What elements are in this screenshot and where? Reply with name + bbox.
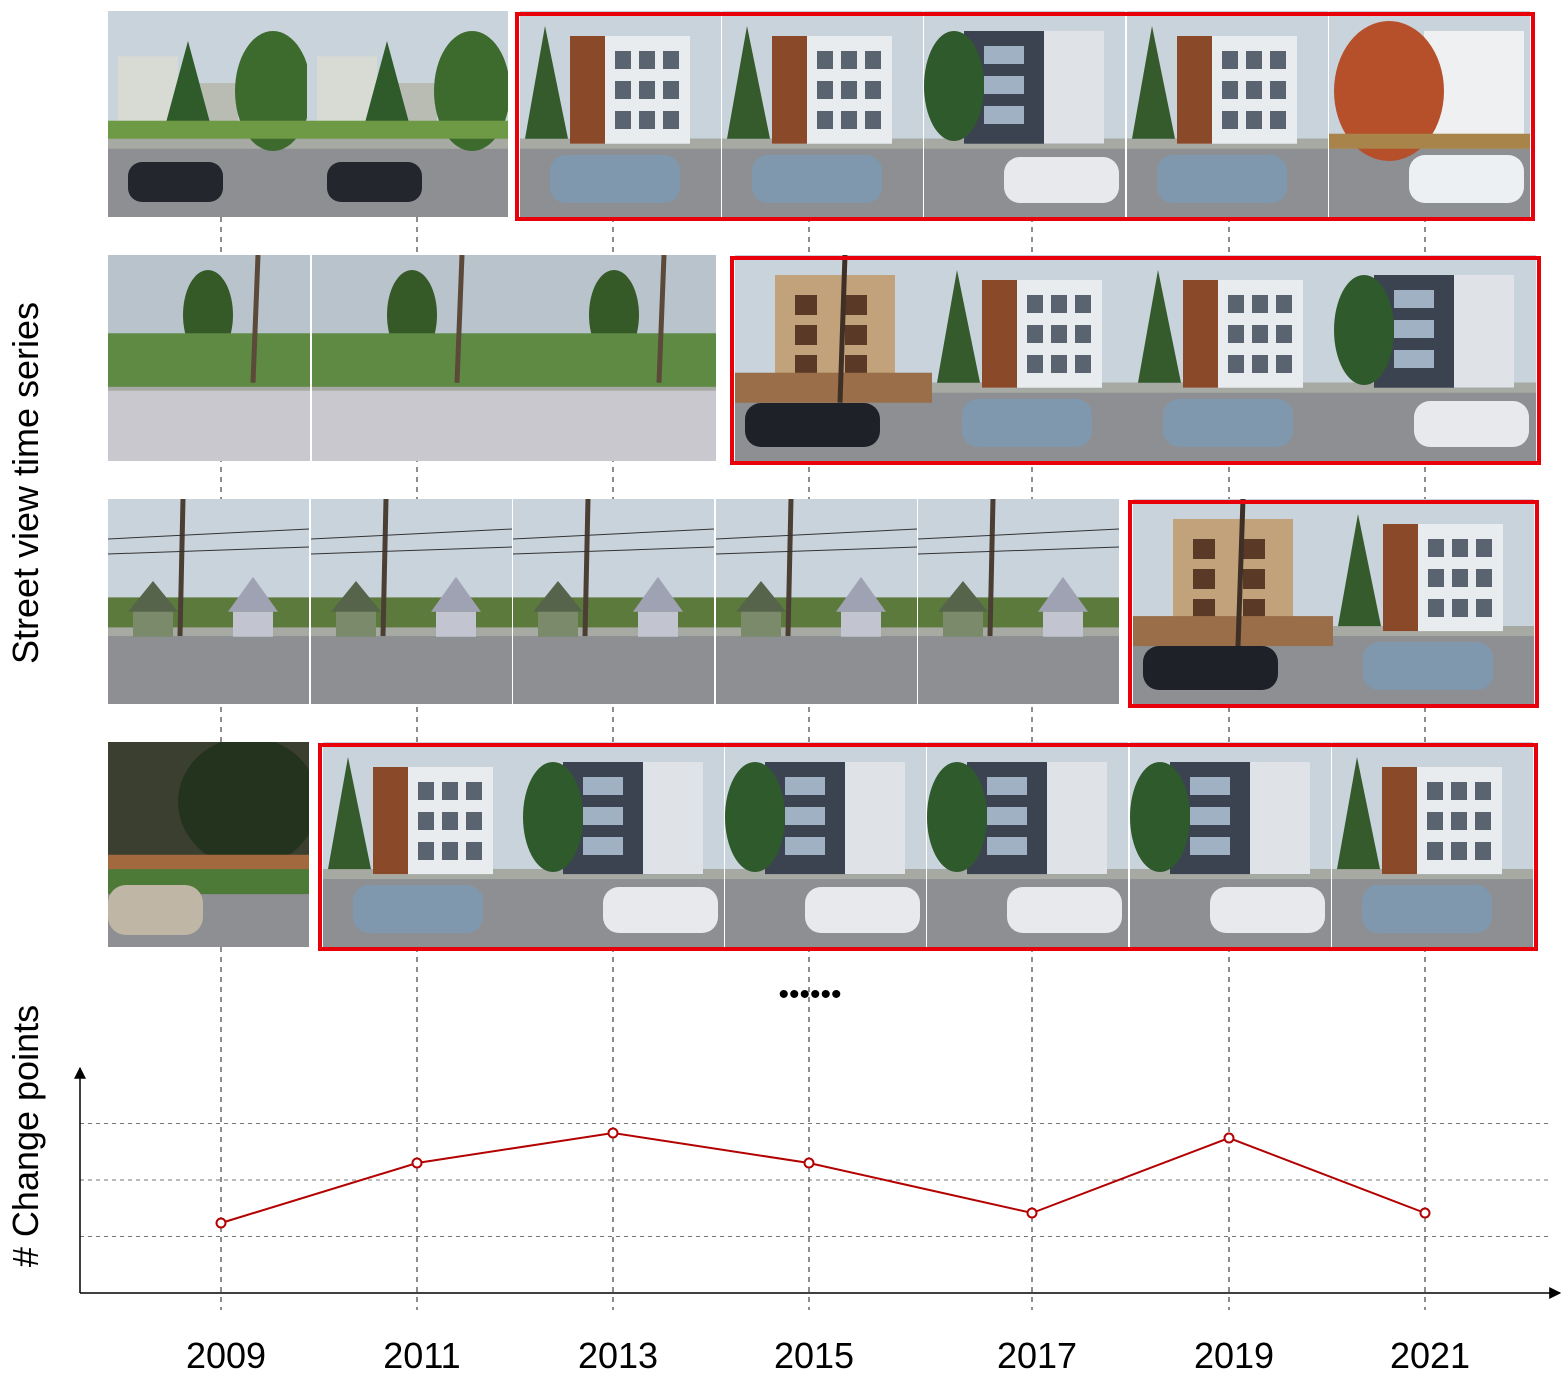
street-view-image-r3-1 bbox=[108, 499, 309, 704]
street-view-image-r3-5 bbox=[918, 499, 1119, 704]
data-point-2015 bbox=[803, 1157, 815, 1169]
street-view-image-r1-7 bbox=[1329, 11, 1530, 217]
street-view-image-r3-4 bbox=[716, 499, 917, 704]
street-view-image-r3-6 bbox=[1133, 499, 1334, 704]
year-label-2011: 2011 bbox=[383, 1335, 460, 1376]
change-highlight-frame-row-1 bbox=[515, 12, 1535, 221]
street-view-row-2 bbox=[108, 255, 1541, 465]
year-label-2013: 2013 bbox=[578, 1335, 658, 1376]
data-point-2017 bbox=[1026, 1207, 1038, 1219]
year-label-2015: 2015 bbox=[774, 1335, 854, 1376]
street-view-image-r4-2 bbox=[323, 742, 524, 947]
change-points-axis-label: # Change points bbox=[5, 1005, 46, 1267]
change-points-line bbox=[220, 1131, 1426, 1224]
street-view-row-3 bbox=[108, 499, 1539, 708]
street-view-image-r4-1 bbox=[108, 742, 309, 947]
street-view-image-r2-7 bbox=[1334, 255, 1536, 461]
chart-gridlines bbox=[80, 1123, 1548, 1237]
data-point-2013 bbox=[607, 1127, 619, 1139]
street-view-image-r4-5 bbox=[927, 742, 1128, 947]
street-view-image-r1-4 bbox=[722, 11, 923, 217]
data-point-2009 bbox=[215, 1217, 227, 1229]
change-points-markers bbox=[215, 1127, 1431, 1229]
street-view-image-r4-7 bbox=[1332, 742, 1533, 947]
street-view-image-r2-6 bbox=[1133, 255, 1335, 461]
street-view-image-r2-1 bbox=[108, 255, 310, 461]
street-view-image-r1-3 bbox=[520, 11, 721, 217]
data-point-2019 bbox=[1223, 1132, 1235, 1144]
street-view-axis-label: Street view time series bbox=[5, 302, 46, 664]
street-view-image-r4-6 bbox=[1130, 742, 1331, 947]
street-view-image-r2-5 bbox=[932, 255, 1134, 461]
data-point-2011 bbox=[411, 1157, 423, 1169]
street-view-image-r3-2 bbox=[311, 499, 512, 704]
year-label-2019: 2019 bbox=[1194, 1335, 1274, 1376]
year-label-2009: 2009 bbox=[186, 1335, 266, 1376]
street-view-image-r1-5 bbox=[924, 11, 1125, 217]
street-view-image-r3-7 bbox=[1333, 499, 1534, 704]
street-view-image-r1-2 bbox=[307, 11, 508, 217]
change-highlight-frame-row-3 bbox=[1128, 500, 1539, 708]
street-view-image-r2-4 bbox=[735, 255, 937, 461]
street-view-image-r2-3 bbox=[514, 255, 716, 461]
year-label-2017: 2017 bbox=[997, 1335, 1077, 1376]
street-view-image-r1-6 bbox=[1127, 11, 1328, 217]
ellipsis: •••••• bbox=[778, 978, 841, 1011]
street-view-row-1 bbox=[108, 11, 1535, 221]
year-label-2021: 2021 bbox=[1390, 1335, 1470, 1376]
change-highlight-frame-row-2 bbox=[730, 256, 1541, 465]
change-points-chart: 2009 2011 2013 2015 2017 2019 2021 bbox=[74, 1066, 1562, 1376]
street-view-image-r4-3 bbox=[523, 742, 724, 947]
change-highlight-frame-row-4 bbox=[318, 743, 1538, 951]
street-view-image-r1-1 bbox=[108, 11, 309, 217]
street-view-rows bbox=[108, 11, 1541, 951]
street-view-row-4 bbox=[108, 742, 1538, 951]
street-view-image-r3-3 bbox=[513, 499, 714, 704]
data-point-2021 bbox=[1419, 1207, 1431, 1219]
street-view-image-r4-4 bbox=[725, 742, 926, 947]
street-view-image-r2-2 bbox=[312, 255, 514, 461]
year-tick-labels: 2009 2011 2013 2015 2017 2019 2021 bbox=[186, 1335, 1470, 1376]
